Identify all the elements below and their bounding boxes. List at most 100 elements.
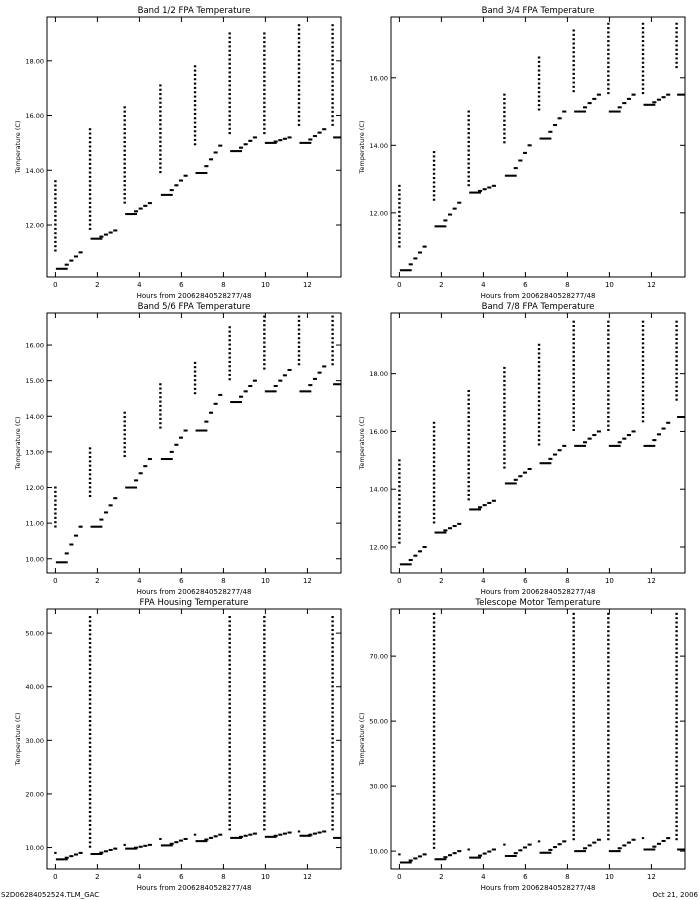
data-point xyxy=(675,31,678,34)
data-points xyxy=(398,612,685,864)
data-point xyxy=(572,712,575,715)
data-point xyxy=(73,255,77,258)
data-point xyxy=(417,251,421,254)
data-point xyxy=(263,720,266,723)
data-point xyxy=(273,140,277,143)
data-point xyxy=(263,676,266,679)
data-point xyxy=(432,807,436,810)
data-point xyxy=(663,96,666,99)
data-point xyxy=(443,219,446,222)
data-points xyxy=(54,315,355,564)
data-point xyxy=(510,855,513,857)
data-point xyxy=(159,136,162,139)
data-point xyxy=(263,110,266,113)
data-point xyxy=(572,721,575,724)
data-point xyxy=(554,453,558,456)
data-point xyxy=(537,78,541,81)
data-point xyxy=(572,630,575,633)
data-point xyxy=(572,820,575,823)
data-point xyxy=(682,416,685,418)
data-point xyxy=(92,525,95,528)
data-point xyxy=(401,861,405,864)
y-axis-label: Temperature (C) xyxy=(14,121,22,175)
data-point xyxy=(80,251,83,254)
y-tick-label: 14.00 xyxy=(25,413,44,421)
data-point xyxy=(675,40,678,43)
data-point xyxy=(652,848,656,851)
data-point xyxy=(331,324,334,327)
data-point xyxy=(584,441,588,444)
data-point xyxy=(467,140,470,143)
data-point xyxy=(537,69,541,72)
data-point xyxy=(399,269,403,272)
data-point xyxy=(403,861,407,864)
data-point xyxy=(616,850,619,853)
data-point xyxy=(78,851,81,854)
data-point xyxy=(633,430,636,433)
data-point xyxy=(607,625,610,628)
data-point xyxy=(159,422,162,425)
data-point xyxy=(598,838,601,841)
data-point xyxy=(607,79,610,82)
data-point xyxy=(398,463,401,466)
data-point xyxy=(54,201,57,204)
data-point xyxy=(398,537,401,540)
data-point xyxy=(572,55,575,58)
data-point xyxy=(57,561,61,564)
data-point xyxy=(263,785,266,788)
data-point xyxy=(88,227,92,230)
data-point xyxy=(88,785,92,788)
data-point xyxy=(607,812,610,815)
data-point xyxy=(263,767,266,770)
y-tick-label: 30.00 xyxy=(369,783,388,791)
data-point xyxy=(275,385,278,388)
data-point xyxy=(539,137,542,140)
data-point xyxy=(398,489,401,492)
data-point xyxy=(301,834,304,837)
data-point xyxy=(547,851,550,854)
data-point xyxy=(432,447,436,450)
data-point xyxy=(572,825,575,828)
data-point xyxy=(537,395,541,398)
data-point xyxy=(572,777,575,780)
data-point xyxy=(641,61,645,64)
data-point xyxy=(73,534,77,537)
data-point xyxy=(541,851,544,854)
data-point xyxy=(297,76,301,79)
data-point xyxy=(263,367,266,370)
data-point xyxy=(548,462,552,465)
x-tick-label: 12 xyxy=(647,281,656,289)
data-point xyxy=(297,89,301,92)
data-point xyxy=(88,728,92,731)
data-point xyxy=(607,329,610,332)
data-point xyxy=(398,524,401,527)
data-point xyxy=(88,672,92,675)
data-point xyxy=(399,563,403,566)
data-point xyxy=(572,42,575,45)
data-point xyxy=(503,401,506,404)
data-point xyxy=(103,233,107,236)
y-tick-label: 14.00 xyxy=(369,486,388,494)
data-point xyxy=(331,689,334,692)
data-point xyxy=(289,368,292,371)
data-point xyxy=(503,102,506,105)
data-point xyxy=(99,237,103,240)
data-point xyxy=(263,363,266,366)
data-point xyxy=(607,651,610,654)
data-point xyxy=(174,443,177,446)
data-point xyxy=(353,370,355,372)
data-point xyxy=(407,861,410,864)
data-point xyxy=(527,468,530,470)
data-point xyxy=(537,108,541,111)
data-point xyxy=(467,184,470,187)
data-point xyxy=(228,689,231,692)
data-point xyxy=(54,245,57,248)
x-axis-label: Hours from 20062840528277/48 xyxy=(481,884,596,892)
data-point xyxy=(432,656,436,659)
x-tick-label: 10 xyxy=(605,281,614,289)
data-point xyxy=(123,136,126,139)
data-point xyxy=(159,97,162,100)
data-point xyxy=(297,115,301,118)
data-point xyxy=(193,379,197,382)
data-point xyxy=(297,106,301,109)
